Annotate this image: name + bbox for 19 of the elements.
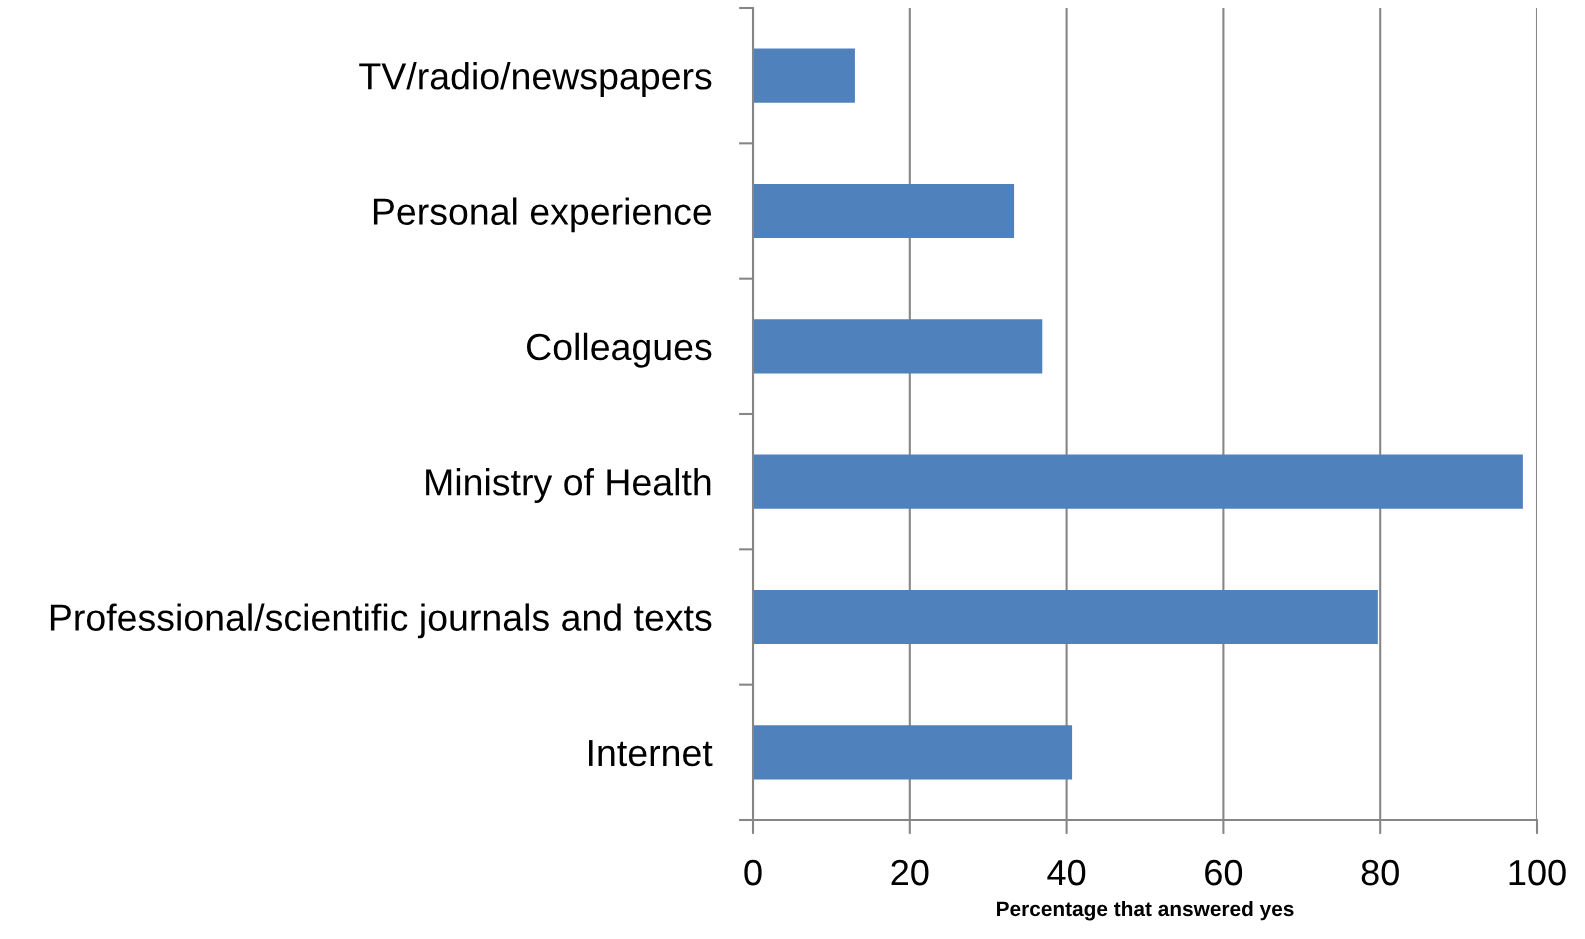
y-tick-label: Ministry of Health	[426, 468, 711, 504]
x-tick-label: 40	[1047, 859, 1086, 886]
bar	[753, 183, 1015, 239]
x-tick-label: 0	[744, 859, 762, 886]
y-tick-label: Professional/scientific journals and texts	[50, 603, 712, 639]
x-tick-label: 60	[1205, 859, 1243, 886]
y-tick-label: TV/radio/newspapers	[359, 62, 712, 98]
bar	[753, 454, 1523, 509]
x-tick-label: 100	[1509, 859, 1566, 886]
bar	[753, 319, 1043, 374]
x-tick-label: 20	[891, 859, 929, 886]
x-axis-title: Percentage that answered yes	[997, 900, 1294, 921]
y-tick-label: Internet	[589, 740, 713, 767]
y-tick-label: Personal experience	[373, 197, 712, 233]
y-tick-label: Colleagues	[527, 332, 712, 368]
bar	[753, 589, 1378, 645]
bar	[753, 48, 855, 103]
x-tick-label: 80	[1361, 859, 1399, 886]
bar	[753, 725, 1073, 780]
